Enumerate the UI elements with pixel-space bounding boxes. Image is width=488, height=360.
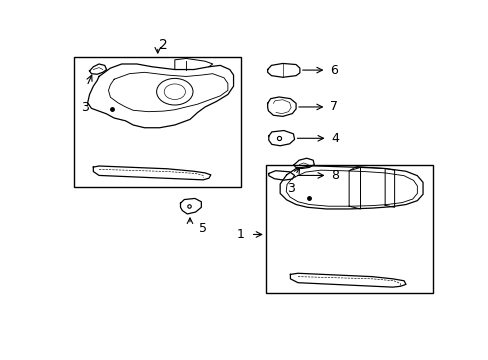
Text: 5: 5 — [199, 222, 207, 235]
Text: 8: 8 — [331, 169, 339, 182]
Text: 6: 6 — [329, 64, 337, 77]
Bar — [74, 57, 241, 187]
Text: 3: 3 — [81, 102, 88, 114]
Bar — [265, 165, 432, 293]
Text: 1: 1 — [237, 228, 244, 241]
Text: 2: 2 — [159, 37, 167, 51]
Text: 4: 4 — [331, 132, 339, 145]
Text: 7: 7 — [329, 100, 338, 113]
Text: 3: 3 — [286, 182, 294, 195]
